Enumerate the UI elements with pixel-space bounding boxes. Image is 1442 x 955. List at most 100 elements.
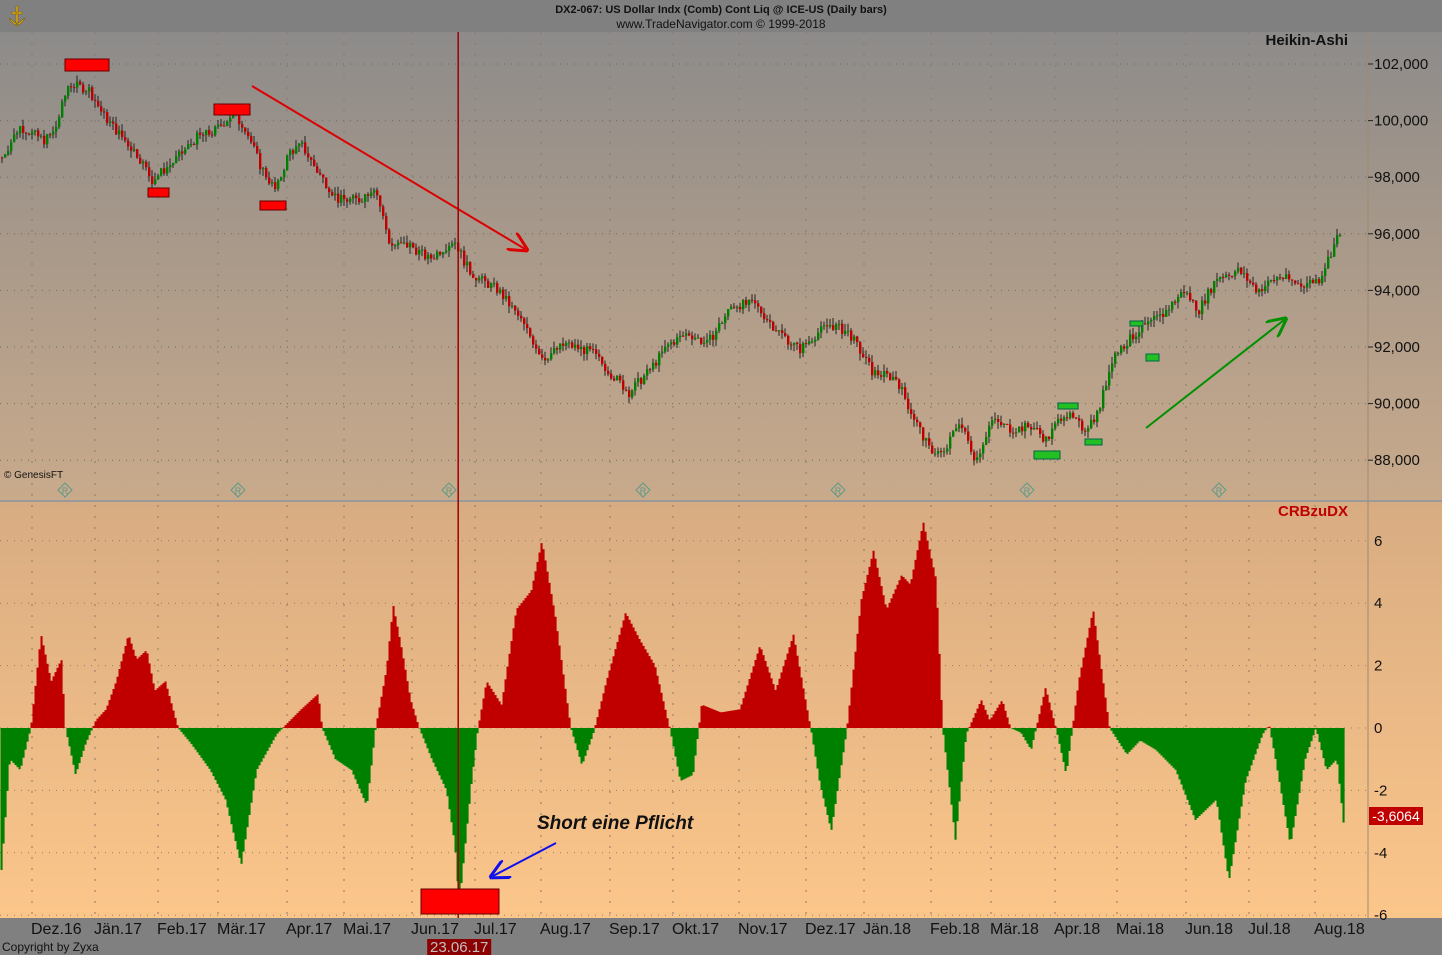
oscillator-bar (602, 693, 605, 728)
oscillator-bar (824, 728, 827, 807)
candle-body (253, 142, 256, 147)
oscillator-bar (686, 728, 689, 778)
oscillator-bar (960, 728, 963, 782)
oscillator-bar (192, 728, 195, 747)
candle-body (427, 254, 430, 260)
candle-body (76, 81, 79, 88)
oscillator-bar (184, 728, 187, 737)
oscillator-bar (866, 574, 869, 728)
oscillator-bar (598, 709, 601, 728)
oscillator-bar (126, 638, 129, 728)
candle-body (463, 250, 466, 266)
oscillator-bar (1080, 667, 1083, 728)
candle-body (1021, 426, 1024, 432)
oscillator-bar (248, 728, 251, 815)
candle-body (1051, 428, 1054, 440)
oscillator-bar (318, 703, 321, 728)
oscillator-bar (1102, 683, 1105, 728)
candle-body (349, 198, 352, 202)
candle-body (754, 300, 757, 304)
candle-body (232, 113, 235, 118)
candle-body (91, 87, 94, 100)
oscillator-bar (292, 717, 295, 728)
x-tick-label: Mai.18 (1116, 921, 1164, 938)
oscillator-bar (246, 728, 249, 828)
oscillator-bar (654, 667, 657, 728)
oscillator-bar (852, 669, 855, 728)
oscillator-bar (182, 728, 185, 735)
candle-body (799, 344, 802, 354)
candle-body (955, 428, 958, 432)
candle-body (931, 445, 934, 454)
candle-body (598, 353, 601, 357)
candle-body (190, 144, 193, 146)
oscillator-bar (250, 728, 253, 803)
oscillator-bar (754, 659, 757, 728)
candle-body (37, 130, 40, 137)
candle-body (532, 336, 535, 345)
oscillator-bar (348, 728, 351, 769)
candle-body (1249, 280, 1252, 283)
oscillator-bar (74, 728, 77, 774)
oscillator-bar (1040, 705, 1043, 728)
marker-low-boxes (1033, 320, 1160, 460)
oscillator-bar (682, 728, 685, 780)
candle-body (736, 306, 739, 308)
oscillator-bar (290, 719, 293, 728)
candle-body (844, 330, 847, 334)
oscillator-bar (136, 658, 139, 728)
oscillator-bar (616, 641, 619, 728)
candle-body (1255, 284, 1258, 293)
oscillator-bar (144, 651, 147, 728)
candle-body (862, 353, 865, 358)
oscillator-bar (342, 728, 345, 765)
oscillator-bar (1024, 728, 1027, 741)
oscillator-bar (56, 667, 59, 728)
oscillator-bar (554, 616, 557, 728)
oscillator-bar (254, 728, 257, 779)
oscillator-bar (670, 728, 673, 737)
candle-body (397, 242, 400, 246)
oscillator-bar (908, 583, 911, 728)
oscillator-bar (990, 717, 993, 728)
oscillator-bar (636, 635, 639, 728)
oscillator-bar (326, 728, 329, 741)
candle-body (877, 370, 880, 376)
y-tick-label: 96,000 (1374, 226, 1420, 243)
oscillator-bar (942, 728, 945, 735)
candle-body (634, 382, 637, 391)
oscillator-bar (274, 728, 277, 737)
x-tick-label: Jun.18 (1185, 921, 1233, 938)
oscillator-bar (364, 728, 367, 803)
oscillator-bar (506, 666, 509, 728)
candle-body (10, 142, 13, 151)
candle-body (82, 84, 85, 93)
oscillator-bar (350, 728, 353, 771)
oscillator-bar (1150, 728, 1153, 748)
oscillator-bar (112, 689, 115, 728)
oscillator-bar (392, 606, 395, 728)
oscillator-bar (356, 728, 359, 784)
candle-body (1003, 423, 1006, 426)
oscillator-bar (172, 710, 175, 728)
oscillator-bar (1258, 728, 1261, 744)
y-tick-label: 88,000 (1374, 452, 1420, 469)
oscillator-bar (1294, 728, 1297, 816)
oscillator-bar (888, 602, 891, 728)
candle-body (469, 262, 472, 275)
candle-body (1168, 309, 1171, 311)
oscillator-bar (832, 728, 835, 817)
oscillator-bar (1306, 728, 1309, 753)
oscillator-bar (26, 728, 29, 742)
oscillator-bar (516, 608, 519, 728)
candle-body (178, 151, 181, 157)
candle-body (208, 129, 211, 135)
candle-body (535, 344, 538, 349)
candle-body (1303, 286, 1306, 288)
oscillator-bar (282, 727, 285, 728)
candle-body (1204, 300, 1207, 304)
candle-body (871, 362, 874, 376)
oscillator-bar (410, 702, 413, 728)
candle-body (418, 249, 421, 255)
candle-body (181, 151, 184, 154)
